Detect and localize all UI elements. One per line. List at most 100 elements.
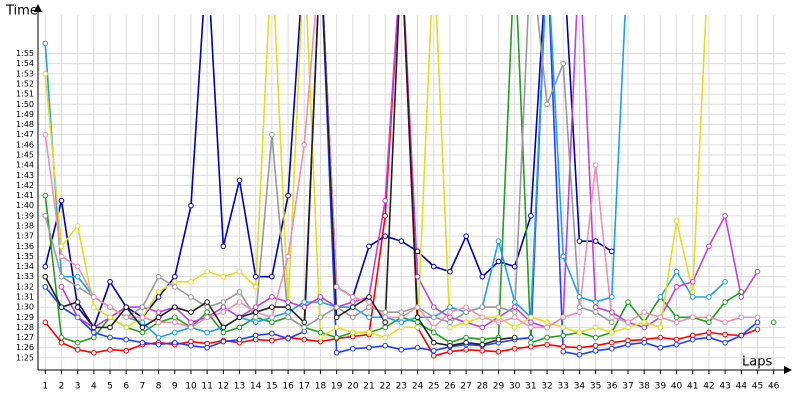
data-point — [171, 278, 178, 285]
data-point — [91, 304, 97, 310]
data-point — [252, 319, 259, 326]
data-point — [592, 324, 599, 331]
data-point — [609, 314, 615, 321]
y-tick-label: 1:54 — [16, 59, 34, 68]
data-point — [738, 314, 745, 321]
y-tick-label: 1:31 — [16, 292, 34, 301]
data-point — [463, 309, 469, 315]
data-point — [398, 319, 405, 326]
data-point — [576, 238, 583, 244]
data-point — [188, 309, 194, 315]
data-point — [560, 253, 567, 260]
data-point — [236, 299, 243, 305]
y-tick-label: 1:41 — [16, 191, 34, 200]
data-point — [673, 314, 680, 321]
data-point — [657, 344, 664, 351]
data-point — [171, 314, 178, 321]
x-tick-label: 40 — [671, 382, 683, 392]
data-point — [285, 192, 291, 199]
data-point — [350, 294, 356, 300]
data-point — [123, 347, 130, 354]
data-point — [495, 238, 502, 244]
data-point — [107, 278, 113, 285]
data-point — [139, 319, 146, 326]
series-line — [44, 15, 515, 347]
data-point — [269, 337, 275, 344]
data-point — [544, 101, 550, 108]
data-point — [42, 40, 49, 47]
data-point — [252, 273, 259, 280]
series-line — [44, 15, 707, 339]
data-point — [625, 341, 631, 348]
y-tick-label: 1:46 — [16, 140, 34, 149]
data-point — [236, 268, 243, 275]
x-tick-label: 20 — [347, 382, 359, 392]
data-point — [479, 273, 486, 280]
x-tick-label: 21 — [363, 382, 374, 392]
y-tick-label: 1:48 — [16, 120, 34, 129]
data-point — [74, 304, 81, 310]
data-point — [592, 347, 599, 354]
data-point — [528, 334, 534, 341]
data-point — [155, 341, 162, 348]
x-tick-label: 6 — [123, 382, 129, 392]
y-tick-label: 1:52 — [16, 79, 34, 88]
data-point — [414, 304, 421, 310]
x-tick-label: 7 — [140, 382, 146, 392]
y-tick-label: 1:47 — [16, 130, 34, 139]
y-tick-label: 1:32 — [16, 282, 34, 291]
data-point — [350, 299, 356, 305]
data-point — [382, 334, 388, 341]
data-point — [42, 273, 49, 280]
data-point — [576, 304, 583, 310]
data-point — [220, 304, 227, 310]
data-point — [398, 346, 405, 353]
x-tick-label: 9 — [172, 382, 178, 392]
data-point — [414, 248, 421, 255]
data-point — [463, 346, 469, 353]
x-tick-label: 17 — [299, 382, 310, 392]
y-tick-label: 1:33 — [16, 272, 34, 281]
data-point — [269, 131, 275, 138]
data-point — [236, 314, 243, 321]
data-point — [155, 319, 162, 326]
x-tick-label: 30 — [509, 382, 521, 392]
y-tick-label: 1:39 — [16, 211, 34, 220]
x-tick-label: 26 — [444, 382, 456, 392]
data-point — [155, 309, 162, 315]
data-point — [252, 304, 259, 310]
y-axis-label: Time — [5, 4, 38, 19]
x-tick-label: 43 — [719, 382, 730, 392]
data-point — [107, 346, 113, 353]
data-point — [382, 213, 388, 219]
data-point — [366, 344, 372, 351]
data-point — [689, 289, 696, 295]
data-point — [317, 299, 324, 305]
data-point — [107, 304, 113, 310]
data-point — [414, 314, 421, 321]
data-point — [576, 351, 583, 358]
data-point — [625, 319, 631, 326]
x-tick-label: 31 — [525, 382, 536, 392]
x-tick-label: 28 — [477, 382, 489, 392]
data-point — [544, 319, 550, 326]
data-point — [689, 336, 696, 343]
data-point — [74, 223, 81, 229]
data-point — [317, 294, 324, 300]
data-point — [511, 299, 518, 305]
series-line — [44, 15, 613, 329]
data-point — [366, 304, 372, 310]
data-point — [58, 253, 65, 260]
data-point — [155, 314, 162, 321]
y-tick-label: 1:43 — [16, 171, 34, 180]
x-tick-label: 10 — [185, 382, 197, 392]
data-point — [382, 233, 388, 239]
data-point — [382, 319, 388, 326]
x-tick-label: 33 — [558, 382, 569, 392]
data-point — [204, 304, 210, 310]
data-point — [220, 309, 227, 315]
data-point — [689, 294, 696, 300]
data-point — [673, 336, 680, 343]
data-point — [301, 304, 308, 310]
y-tick-label: 1:51 — [16, 90, 34, 99]
